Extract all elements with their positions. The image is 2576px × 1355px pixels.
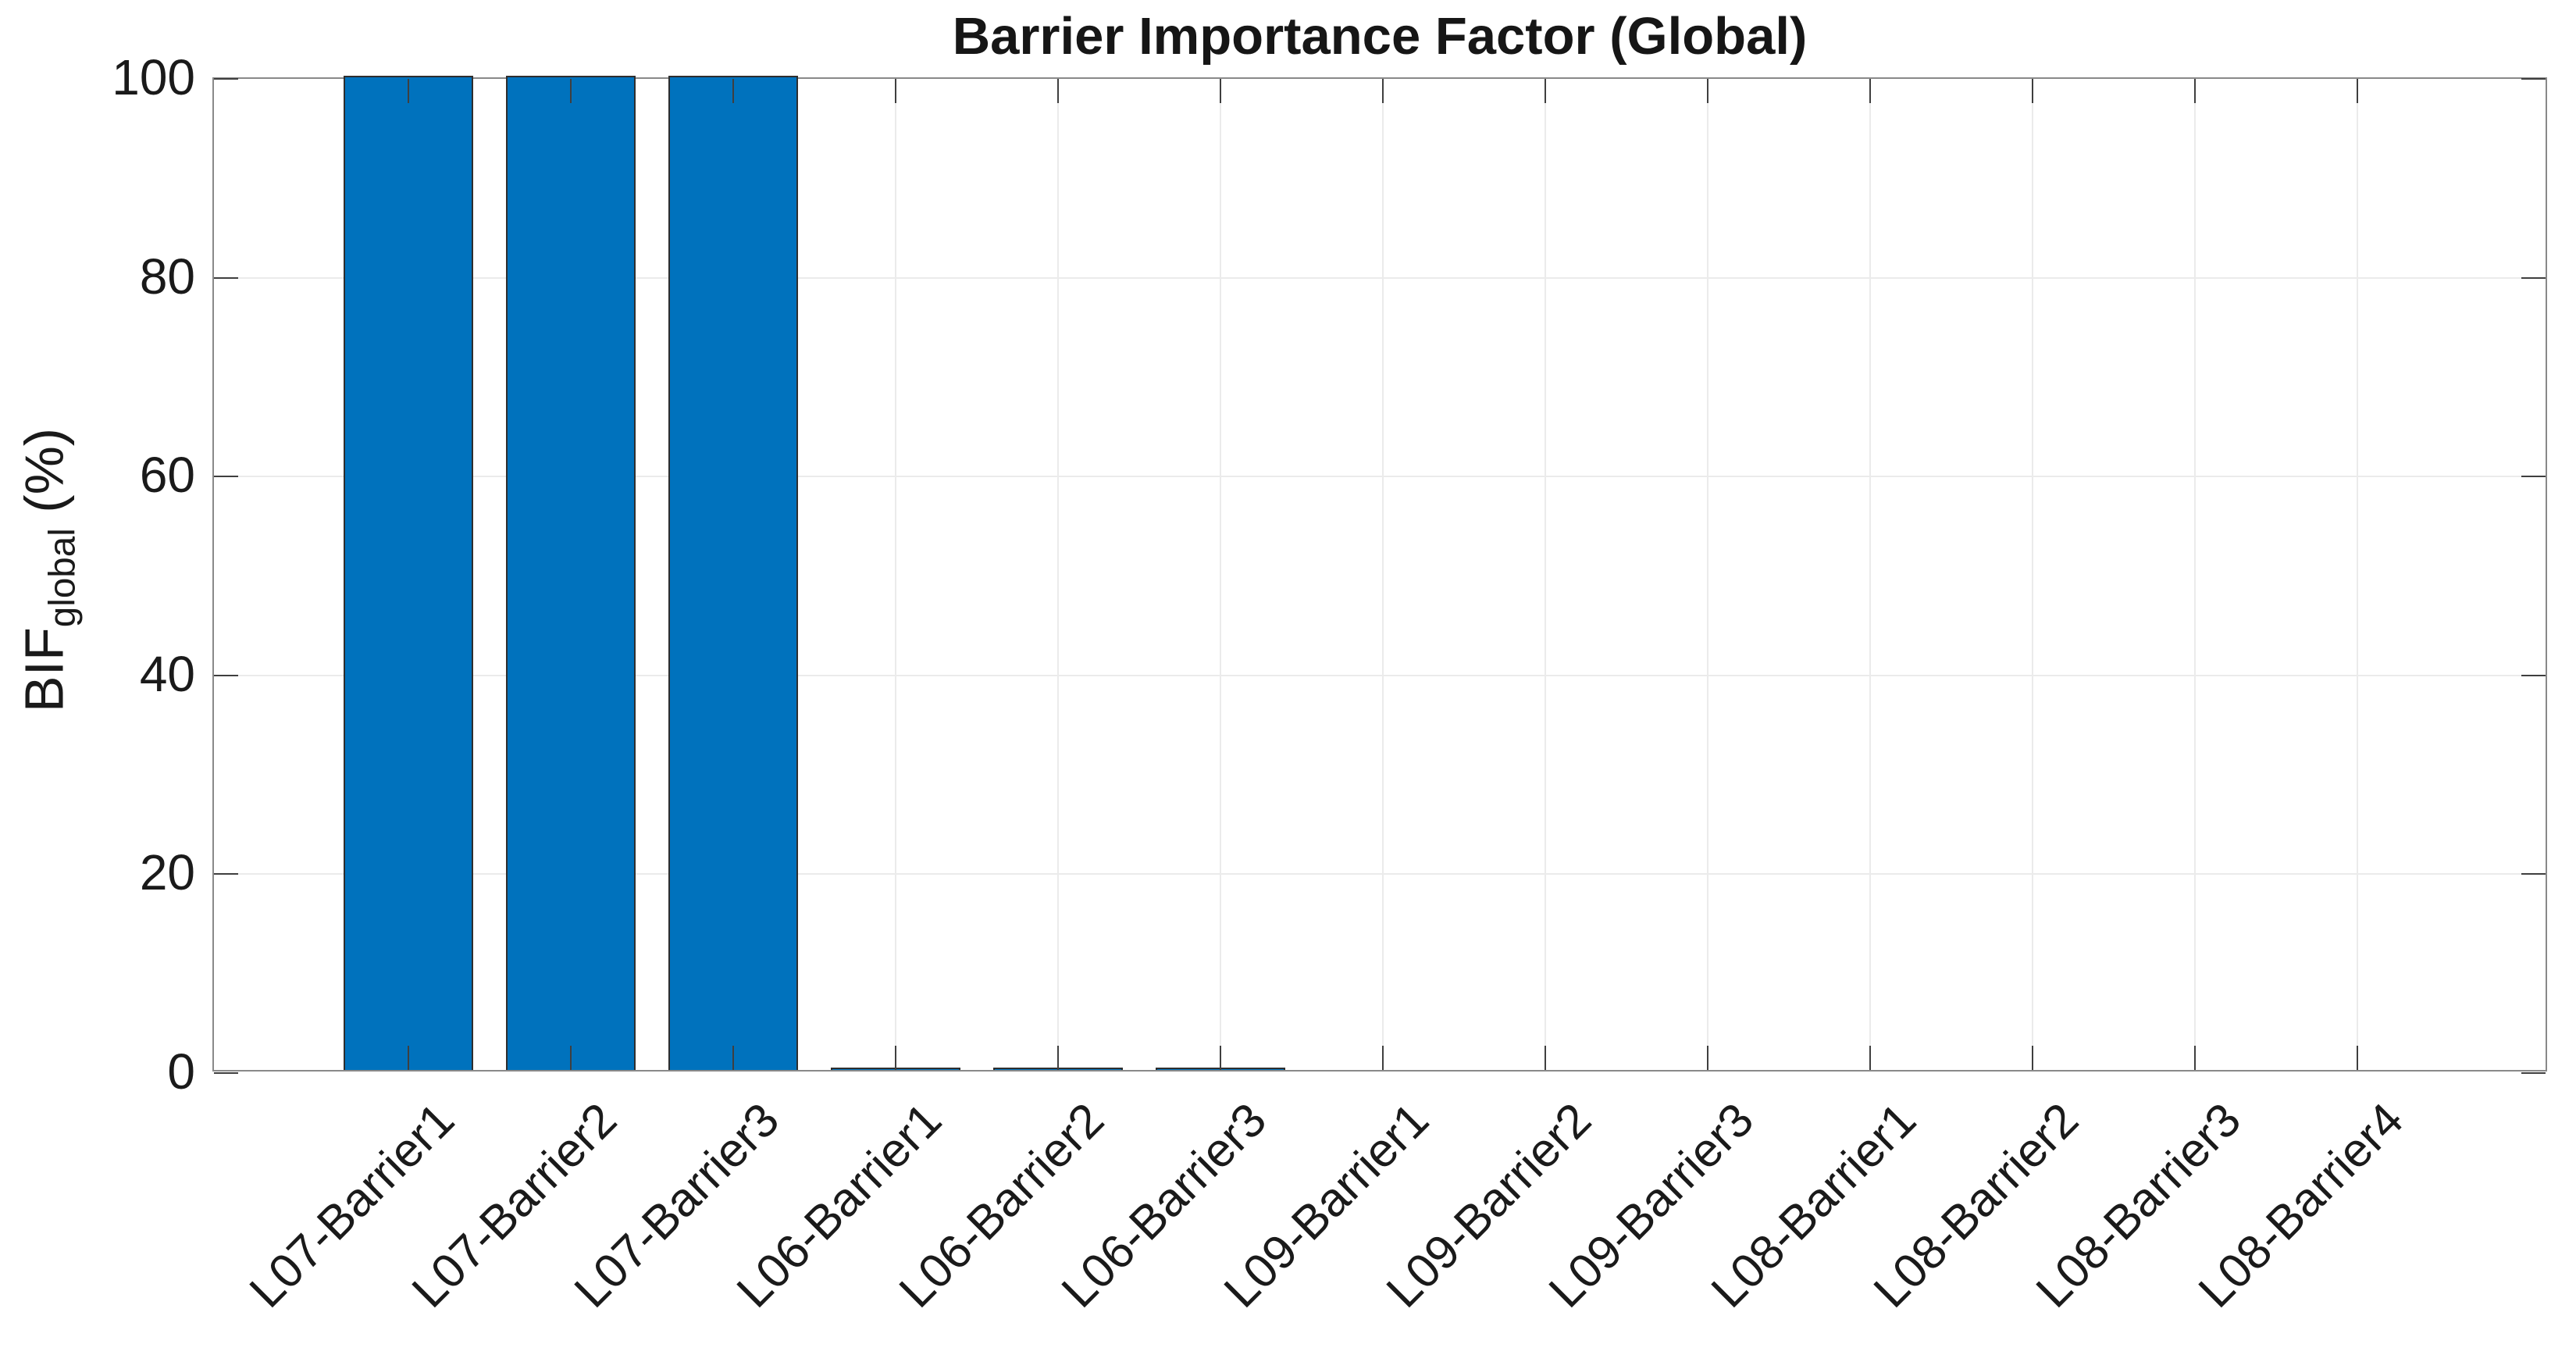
x-gridline <box>895 79 896 1070</box>
y-gridline <box>214 476 2546 478</box>
y-tick-label: 60 <box>139 447 195 504</box>
y-tick-label: 20 <box>139 844 195 901</box>
y-tick-label: 40 <box>139 645 195 702</box>
x-gridline <box>1545 79 1546 1070</box>
x-tick-mark <box>1545 79 1546 103</box>
x-tick-mark <box>2194 1046 2196 1070</box>
bar <box>506 76 636 1070</box>
bar <box>344 76 473 1070</box>
x-tick-mark <box>1382 1046 1384 1070</box>
x-gridline <box>1382 79 1384 1070</box>
x-tick-mark <box>895 79 896 103</box>
x-gridline <box>1707 79 1708 1070</box>
y-tick-mark <box>214 476 238 478</box>
bar <box>668 76 798 1070</box>
x-tick-mark <box>1869 79 1871 103</box>
x-tick-mark <box>732 1046 734 1070</box>
y-tick-label: 100 <box>112 49 195 105</box>
y-tick-label: 0 <box>167 1043 195 1100</box>
y-axis-label-main: BIF <box>13 627 75 713</box>
x-tick-mark <box>2357 1046 2358 1070</box>
x-gridline <box>2032 79 2033 1070</box>
x-gridline <box>2357 79 2358 1070</box>
x-tick-mark <box>1869 1046 1871 1070</box>
x-tick-mark <box>1382 79 1384 103</box>
y-tick-mark <box>2521 276 2546 279</box>
y-tick-mark <box>2521 1072 2546 1074</box>
x-tick-mark <box>570 1046 572 1070</box>
y-tick-mark <box>2521 78 2546 80</box>
x-gridline <box>1220 79 1221 1070</box>
y-tick-mark <box>214 873 238 875</box>
x-tick-mark <box>1545 1046 1546 1070</box>
x-tick-mark <box>1707 79 1708 103</box>
x-tick-mark <box>2357 79 2358 103</box>
y-axis-label-text: BIFglobal (%) <box>13 428 84 712</box>
x-tick-mark <box>408 1046 409 1070</box>
y-tick-mark <box>214 276 238 279</box>
chart-title: Barrier Importance Factor (Global) <box>952 7 1808 66</box>
x-tick-mark <box>895 1046 896 1070</box>
x-gridline <box>1057 79 1059 1070</box>
x-tick-mark <box>1220 1046 1221 1070</box>
y-tick-mark <box>2521 674 2546 676</box>
x-tick-mark <box>1057 79 1059 103</box>
x-tick-mark <box>408 79 409 103</box>
x-tick-mark <box>1707 1046 1708 1070</box>
y-axis-label-unit: (%) <box>13 427 75 529</box>
y-tick-mark <box>214 674 238 676</box>
plot-area <box>212 76 2547 1074</box>
y-gridline <box>214 873 2546 875</box>
x-tick-mark <box>732 79 734 103</box>
y-tick-mark <box>2521 873 2546 875</box>
y-gridline <box>214 674 2546 676</box>
y-axis-label-subscript: global <box>41 528 84 628</box>
x-tick-mark <box>2032 79 2033 103</box>
y-tick-mark <box>214 1072 238 1074</box>
y-gridline <box>214 276 2546 279</box>
y-tick-mark <box>2521 476 2546 478</box>
x-tick-mark <box>1220 79 1221 103</box>
y-tick-label: 80 <box>139 248 195 305</box>
x-gridline <box>1869 79 1871 1070</box>
x-tick-mark <box>1057 1046 1059 1070</box>
x-gridline <box>2194 79 2196 1070</box>
x-tick-mark <box>2032 1046 2033 1070</box>
x-tick-mark <box>570 79 572 103</box>
x-tick-mark <box>2194 79 2196 103</box>
y-tick-mark <box>214 78 238 80</box>
